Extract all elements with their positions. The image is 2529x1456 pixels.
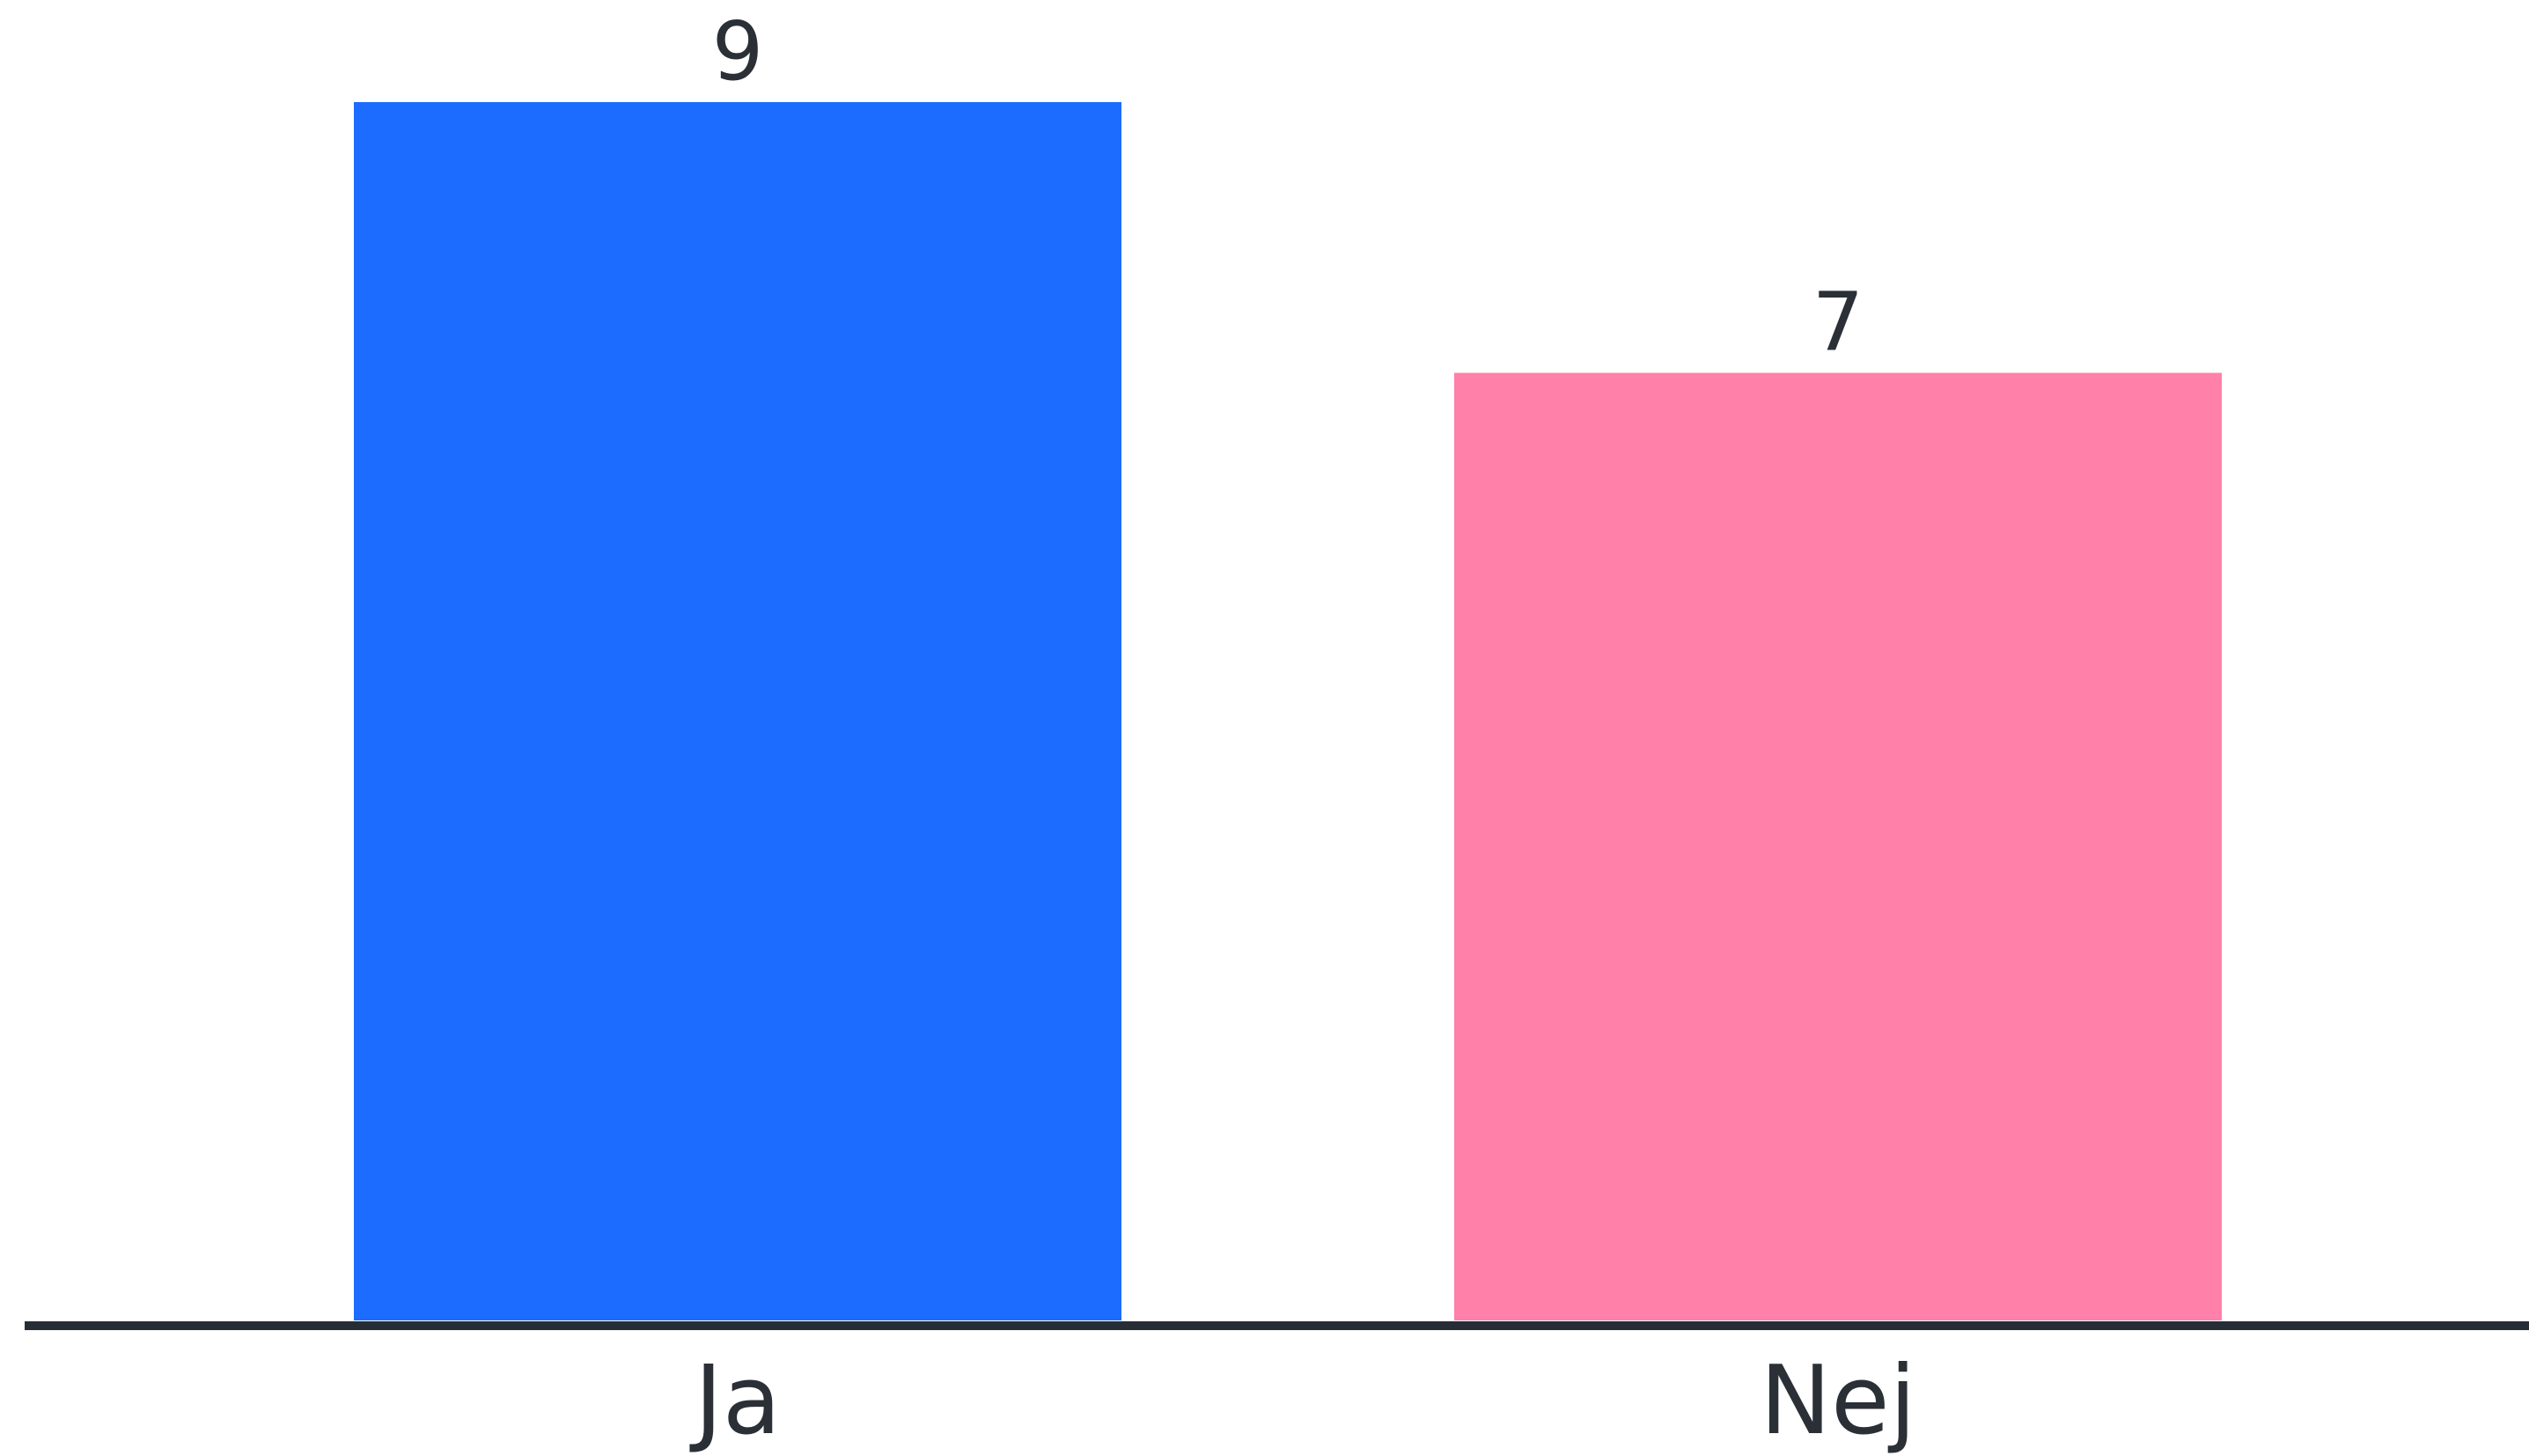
bar-nej bbox=[1454, 372, 2222, 1320]
bar-ja bbox=[354, 102, 1121, 1320]
category-labels-layer: Ja Nej bbox=[689, 1346, 1916, 1456]
category-label-nej: Nej bbox=[1760, 1346, 1915, 1456]
value-label-nej: 7 bbox=[1812, 276, 1864, 370]
value-labels-layer: 97 bbox=[712, 4, 1864, 370]
value-label-ja: 9 bbox=[712, 4, 764, 99]
bars-layer bbox=[354, 102, 2222, 1320]
category-label-ja: Ja bbox=[689, 1346, 781, 1456]
